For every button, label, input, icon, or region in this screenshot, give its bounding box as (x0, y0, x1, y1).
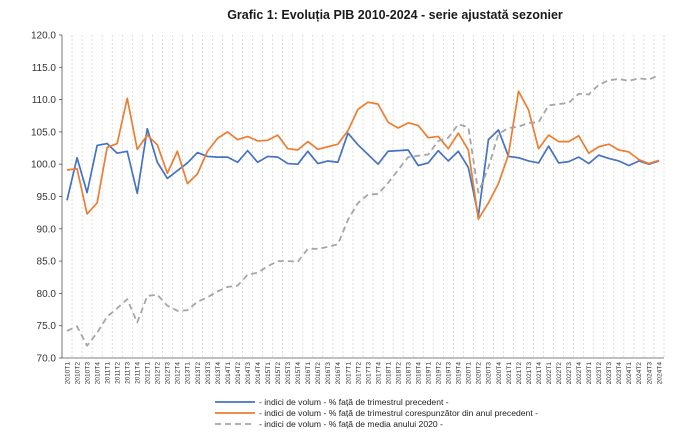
x-tick-label: 2018T1 (385, 362, 392, 385)
x-tick-label: 2024T2 (636, 362, 643, 385)
x-tick-label: 2022T4 (576, 362, 583, 385)
y-tick-label: 120.0 (31, 31, 56, 42)
x-tick-label: 2011T4 (135, 362, 142, 384)
x-tick-label: 2020T2 (476, 362, 483, 385)
y-tick-label: 95.0 (37, 192, 57, 203)
chart-grid (61, 35, 665, 358)
x-tick-label: 2018T4 (415, 362, 422, 385)
y-tick-label: 70.0 (37, 354, 57, 365)
x-tick-label: 2013T4 (215, 362, 222, 385)
x-tick-label: 2013T3 (205, 362, 212, 385)
x-tick-label: 2012T2 (155, 362, 162, 385)
y-tick-label: 90.0 (37, 224, 57, 235)
x-tick-label: 2011T1 (104, 362, 111, 384)
legend-label-3: - indici de volum - % față de media anul… (259, 419, 443, 429)
x-tick-label: 2024T4 (656, 362, 663, 385)
x-tick-label: 2018T3 (405, 362, 412, 385)
x-tick-label: 2024T1 (626, 362, 633, 385)
series-line-1 (66, 127, 660, 217)
x-tick-label: 2013T2 (195, 362, 202, 385)
x-tick-label: 2012T3 (165, 362, 172, 385)
series-line-2 (66, 90, 660, 220)
x-tick-label: 2020T1 (466, 362, 473, 385)
x-tick-label: 2019T1 (426, 362, 433, 385)
x-tick-label: 2021T3 (526, 362, 533, 385)
x-tick-label: 2015T4 (295, 362, 302, 385)
y-tick-label: 100.0 (31, 160, 56, 171)
x-tick-label: 2023T1 (586, 362, 593, 385)
x-tick-label: 2023T2 (596, 362, 603, 385)
y-tick-label: 115.0 (32, 63, 57, 74)
x-tick-label: 2022T2 (556, 362, 563, 385)
x-tick-label: 2018T2 (395, 362, 402, 385)
y-tick-label: 80.0 (37, 289, 57, 300)
chart-title: Grafic 1: Evoluția PIB 2010-2024 - serie… (227, 8, 563, 22)
x-tick-label: 2011T3 (125, 362, 132, 384)
y-tick-label: 110.0 (32, 95, 57, 106)
chart-legend: - indici de volum - % față de trimestrul… (215, 397, 538, 429)
y-tick-label: 75.0 (37, 321, 57, 332)
x-tick-label: 2015T2 (275, 362, 282, 385)
x-tick-label: 2016T1 (305, 362, 312, 385)
x-tick-label: 2021T1 (506, 362, 513, 385)
x-tick-label: 2016T4 (335, 362, 342, 385)
x-tick-label: 2019T3 (446, 362, 453, 385)
y-tick-label: 85.0 (37, 257, 57, 268)
y-tick-label: 105.0 (31, 127, 56, 138)
x-tick-label: 2014T4 (255, 362, 262, 385)
x-tick-label: 2019T4 (456, 362, 463, 385)
x-tick-label: 2012T1 (145, 362, 152, 385)
x-tick-label: 2021T4 (536, 362, 543, 385)
x-tick-label: 2017T1 (345, 362, 352, 385)
chart-series (66, 74, 660, 347)
x-tick-label: 2023T3 (606, 362, 613, 385)
x-tick-label: 2014T3 (245, 362, 252, 385)
x-tick-label: 2017T3 (365, 362, 372, 385)
x-tick-label: 2017T4 (375, 362, 382, 385)
x-tick-label: 2021T2 (516, 362, 523, 385)
x-tick-label: 2020T4 (496, 362, 503, 385)
x-tick-label: 2014T1 (225, 362, 232, 385)
x-tick-label: 2017T2 (355, 362, 362, 385)
x-tick-label: 2010T3 (84, 362, 91, 385)
x-tick-label: 2010T4 (94, 362, 101, 385)
x-tick-label: 2011T2 (114, 362, 121, 384)
x-tick-label: 2023T4 (616, 362, 623, 385)
x-tick-label: 2014T2 (235, 362, 242, 385)
x-tick-label: 2022T3 (566, 362, 573, 385)
x-tick-label: 2016T2 (315, 362, 322, 385)
x-tick-label: 2012T4 (175, 362, 182, 385)
x-axis-ticks: 2010T1 2010T2 2010T3 2010T4 2011T1 2011T2 2011… (64, 362, 663, 385)
y-axis-ticks: 70.0 75.0 80.0 85.0 90.0 95.0 100.0 105.0 110.0 1… (31, 31, 62, 365)
x-tick-label: 2020T3 (486, 362, 493, 385)
x-tick-label: 2015T3 (285, 362, 292, 385)
x-tick-label: 2019T2 (436, 362, 443, 385)
legend-label-2: - indici de volum - % față de trimestrul… (259, 408, 538, 418)
x-tick-label: 2010T2 (74, 362, 81, 385)
x-tick-label: 2015T1 (265, 362, 272, 385)
x-tick-label: 2016T3 (325, 362, 332, 385)
legend-label-1: - indici de volum - % față de trimestrul… (259, 397, 449, 407)
series-line-3 (66, 74, 660, 347)
x-tick-label: 2013T1 (185, 362, 192, 385)
x-tick-label: 2022T1 (546, 362, 553, 385)
x-tick-label: 2010T1 (64, 362, 71, 385)
x-tick-label: 2024T3 (646, 362, 653, 385)
